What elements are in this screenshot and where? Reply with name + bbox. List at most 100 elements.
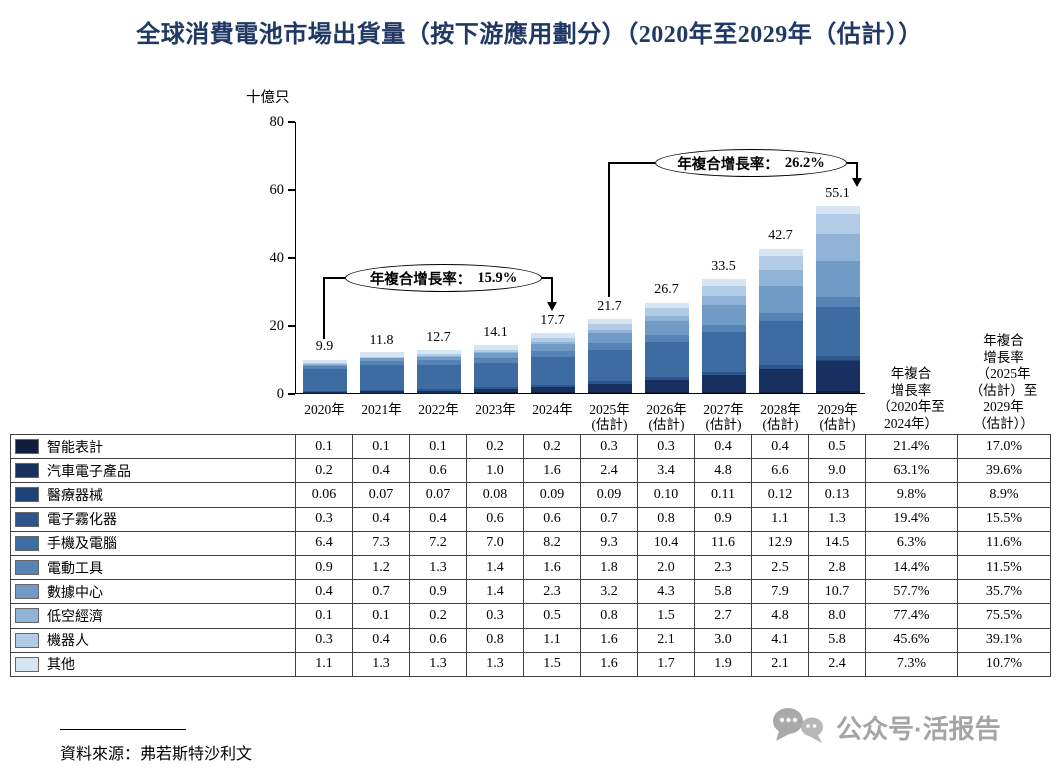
legend-swatch	[15, 608, 39, 624]
value-cell: 14.5	[808, 530, 866, 556]
bar-segment	[530, 384, 575, 387]
stacked-bar	[701, 279, 746, 393]
value-cell: 8.9%	[957, 482, 1051, 508]
value-cell: 2.7	[694, 603, 752, 629]
watermark: 公众号·活报告	[770, 704, 1001, 751]
bar-segment	[815, 391, 860, 393]
category-label: 手機及電腦	[47, 537, 117, 553]
category-label: 數據中心	[47, 585, 103, 601]
legend-swatch	[15, 656, 39, 672]
bar-segment	[587, 349, 632, 382]
value-cell: 2.8	[808, 554, 866, 581]
value-cell: 45.6%	[865, 627, 958, 653]
bar-segment	[359, 358, 404, 361]
bar-total-label: 55.1	[825, 185, 850, 201]
value-cell: 3.4	[637, 458, 695, 484]
bar-segment	[815, 360, 860, 392]
value-cell: 0.3	[580, 433, 638, 460]
stacked-bar	[815, 205, 860, 393]
bar-segment	[758, 321, 803, 366]
bar-segment	[416, 350, 461, 355]
bar-segment	[416, 354, 461, 357]
bar-segment	[758, 365, 803, 369]
bar-segment	[701, 295, 746, 305]
x-axis-label: 2027年 (估計)	[703, 402, 744, 432]
value-cell: 2.4	[580, 458, 638, 484]
value-cell: 39.6%	[957, 458, 1051, 484]
bar-segment	[359, 352, 404, 357]
data-table: 智能表計 0.1 0.1 0.1 0.2 0.2 0.3 0.3 0.4 0.4 0.5 21.4% 1…	[10, 433, 1051, 677]
value-cell: 63.1%	[865, 458, 958, 484]
bar-segment	[644, 380, 689, 392]
value-cell: 0.1	[295, 603, 353, 629]
bar-segment	[644, 302, 689, 309]
value-cell: 4.8	[694, 458, 752, 484]
bar-total-label: 12.7	[426, 329, 451, 345]
table-row: 數據中心 0.4 0.7 0.9 1.4 2.3 3.2 4.3 5.8 7.9 10.7 57.7%…	[10, 579, 1051, 605]
x-axis-label: 2026年 (估計)	[646, 402, 687, 432]
value-cell: 7.2	[409, 530, 467, 556]
value-cell: 3.0	[694, 627, 752, 653]
category-cell: 低空經濟	[10, 603, 296, 629]
value-cell: 1.9	[694, 651, 752, 677]
value-cell: 0.8	[580, 603, 638, 629]
bar-segment	[701, 371, 746, 375]
value-cell: 4.8	[751, 603, 809, 629]
category-label: 低空經濟	[47, 609, 103, 625]
annotation-connector	[542, 277, 552, 279]
bar-segment	[758, 248, 803, 256]
stacked-bar	[359, 352, 404, 393]
value-cell: 0.8	[466, 627, 524, 653]
bar-segment	[815, 205, 860, 214]
value-cell: 17.0%	[957, 433, 1051, 460]
value-cell: 39.1%	[957, 627, 1051, 653]
annotation-connector	[551, 277, 553, 303]
bar-segment	[644, 377, 689, 381]
bar-total-label: 17.7	[540, 312, 565, 328]
bar-segment	[359, 356, 404, 359]
bar-segment	[644, 335, 689, 343]
value-cell: 19.4%	[865, 506, 958, 532]
value-cell: 0.5	[523, 603, 581, 629]
value-cell: 0.4	[352, 506, 410, 532]
table-row: 機器人 0.3 0.4 0.6 0.8 1.1 1.6 2.1 3.0 4.1 5.8 45.6% 39…	[10, 627, 1051, 653]
bar-segment	[587, 324, 632, 330]
cagr-annotation-label: 年複合增長率：	[369, 271, 472, 288]
bar-segment	[701, 375, 746, 392]
category-cell: 智能表計	[10, 433, 296, 460]
value-cell: 1.3	[409, 554, 467, 581]
y-axis-tick	[288, 189, 295, 191]
bar-segment	[416, 390, 461, 393]
bar-segment	[473, 345, 518, 350]
bar-segment	[302, 369, 347, 391]
bar-segment	[473, 352, 518, 354]
category-label: 電動工具	[47, 561, 103, 577]
value-cell: 2.1	[637, 627, 695, 653]
value-cell: 0.3	[295, 627, 353, 653]
bar-segment	[416, 357, 461, 361]
value-cell: 14.4%	[865, 554, 958, 581]
stacked-bar	[473, 345, 518, 393]
bar-segment	[302, 364, 347, 366]
legend-swatch	[15, 511, 39, 527]
bar-segment	[701, 285, 746, 296]
value-cell: 11.6%	[957, 530, 1051, 556]
x-axis-label: 2021年	[361, 402, 402, 417]
bar-segment	[587, 332, 632, 344]
legend-swatch	[15, 463, 39, 479]
x-axis-label: 2024年	[532, 402, 573, 417]
arrow-down-icon	[547, 302, 557, 311]
value-cell: 1.6	[580, 651, 638, 677]
annotation-connector	[608, 162, 610, 297]
bar-segment	[815, 213, 860, 234]
y-axis-tick-label: 60	[269, 182, 285, 198]
bar-total-label: 11.8	[369, 332, 394, 348]
value-cell: 7.3%	[865, 651, 958, 677]
value-cell: 0.3	[295, 506, 353, 532]
value-cell: 0.3	[637, 433, 695, 460]
category-label: 醫療器械	[47, 488, 103, 504]
bar-segment	[530, 356, 575, 385]
chart-title: 全球消費電池市場出貨量（按下游應用劃分）（2020年至2029年（估計））	[136, 22, 923, 48]
value-cell: 0.3	[466, 603, 524, 629]
